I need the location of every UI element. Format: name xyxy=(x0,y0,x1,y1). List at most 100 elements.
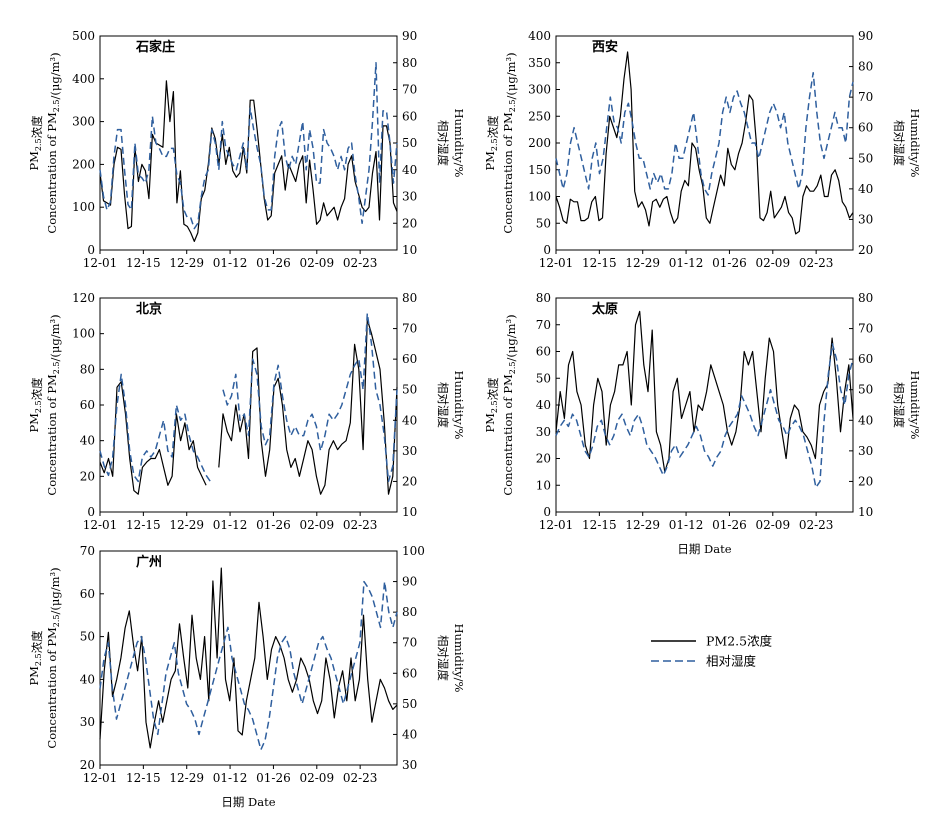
humidity-series-line xyxy=(555,343,854,489)
y2-tick-label: 40 xyxy=(402,163,417,177)
y2-axis-label-cn: 相对湿度 xyxy=(892,382,906,428)
y-tick-label: 50 xyxy=(536,371,551,385)
x-tick-label: 12-29 xyxy=(169,518,204,532)
y2-tick-label: 60 xyxy=(402,352,417,366)
y2-tick-label: 30 xyxy=(402,444,417,458)
y-axis-label-en: Concentration of PM2.5/(μg/m³) xyxy=(501,52,518,233)
y2-tick-label: 10 xyxy=(402,243,417,257)
x-tick-label: 12-01 xyxy=(539,256,574,270)
x-tick-label: 01-12 xyxy=(213,518,248,532)
y-tick-label: 350 xyxy=(528,56,551,70)
y-tick-label: 100 xyxy=(528,190,551,204)
city-title: 广州 xyxy=(136,554,162,570)
y2-tick-label: 20 xyxy=(402,474,417,488)
y2-tick-label: 60 xyxy=(402,666,417,680)
y2-axis-label-en: Humidity/% xyxy=(908,371,922,440)
y2-tick-label: 70 xyxy=(858,322,873,336)
y2-axis-label-cn: 相对湿度 xyxy=(892,120,906,166)
y2-tick-label: 50 xyxy=(858,151,873,165)
y-tick-label: 300 xyxy=(72,115,95,129)
y2-tick-label: 80 xyxy=(402,56,417,70)
x-tick-label: 12-29 xyxy=(625,518,660,532)
y2-tick-label: 90 xyxy=(858,29,873,43)
humidity-series-line xyxy=(99,62,398,230)
y2-tick-label: 100 xyxy=(402,544,425,558)
y2-tick-label: 30 xyxy=(858,212,873,226)
y-tick-label: 60 xyxy=(80,587,95,601)
y-tick-label: 80 xyxy=(536,291,551,305)
y2-axis-label-en: Humidity/% xyxy=(908,109,922,178)
y2-tick-label: 60 xyxy=(858,121,873,135)
y-tick-label: 0 xyxy=(87,505,95,519)
y-tick-label: 70 xyxy=(80,544,95,558)
y-axis-label-en: Concentration of PM2.5/(μg/m³) xyxy=(45,52,62,233)
y2-tick-label: 30 xyxy=(858,444,873,458)
city-title: 石家庄 xyxy=(135,39,175,55)
y-tick-label: 100 xyxy=(72,327,95,341)
city-title: 西安 xyxy=(592,39,618,55)
legend: PM2.5浓度 相对湿度 xyxy=(651,634,773,669)
x-tick-label: 12-15 xyxy=(582,518,617,532)
x-tick-label: 02-09 xyxy=(299,771,334,785)
y2-axis-label-en: Humidity/% xyxy=(452,371,466,440)
plot-frame xyxy=(99,550,398,766)
x-tick-label: 02-09 xyxy=(299,518,334,532)
x-tick-label: 01-26 xyxy=(256,256,291,270)
y2-tick-label: 70 xyxy=(402,322,417,336)
x-axis-label: 日期 Date xyxy=(677,542,731,556)
y2-tick-label: 10 xyxy=(858,505,873,519)
y2-tick-label: 80 xyxy=(402,605,417,619)
y-tick-label: 0 xyxy=(543,243,551,257)
plot-frame xyxy=(555,297,854,513)
humidity-series-line xyxy=(555,71,854,196)
y-tick-label: 30 xyxy=(80,715,95,729)
x-tick-label: 01-12 xyxy=(213,256,248,270)
x-tick-label: 02-09 xyxy=(755,518,790,532)
x-tick-label: 12-29 xyxy=(625,256,660,270)
y2-tick-label: 60 xyxy=(402,109,417,123)
y-tick-label: 40 xyxy=(80,672,95,686)
x-tick-label: 12-15 xyxy=(126,771,161,785)
y-axis-label-cn: PM2.5浓度 xyxy=(27,115,44,171)
y2-axis-label-cn: 相对湿度 xyxy=(436,635,450,681)
y-tick-label: 100 xyxy=(72,200,95,214)
y-axis-label-cn: PM2.5浓度 xyxy=(483,115,500,171)
x-tick-label: 01-12 xyxy=(669,518,704,532)
y-tick-label: 30 xyxy=(536,425,551,439)
legend-pm-label: PM2.5浓度 xyxy=(706,634,773,649)
x-tick-label: 01-26 xyxy=(256,518,291,532)
x-tick-label: 02-23 xyxy=(799,256,834,270)
x-tick-label: 12-01 xyxy=(83,771,118,785)
y2-tick-label: 80 xyxy=(858,60,873,74)
y-tick-label: 20 xyxy=(536,452,551,466)
y2-tick-label: 40 xyxy=(402,727,417,741)
y2-tick-label: 80 xyxy=(858,291,873,305)
y-axis-label-en: Concentration of PM2.5/(μg/m³) xyxy=(501,314,518,495)
x-tick-label: 12-29 xyxy=(169,256,204,270)
chart-panel-1: 0 100 200 300 400 500 10 20 30 40 50 60 70 80 90 12-01 1… xyxy=(27,29,466,270)
y2-tick-label: 40 xyxy=(402,413,417,427)
y2-tick-label: 20 xyxy=(858,474,873,488)
y-tick-label: 250 xyxy=(528,109,551,123)
y2-axis-label-en: Humidity/% xyxy=(452,109,466,178)
pm25-series-line xyxy=(99,567,398,749)
y2-axis-label-cn: 相对湿度 xyxy=(436,120,450,166)
y-tick-label: 20 xyxy=(80,758,95,772)
y-tick-label: 400 xyxy=(528,29,551,43)
y-tick-label: 80 xyxy=(80,362,95,376)
y2-tick-label: 50 xyxy=(402,697,417,711)
x-tick-label: 02-09 xyxy=(299,256,334,270)
x-tick-label: 01-12 xyxy=(669,256,704,270)
humidity-series-line xyxy=(99,312,398,483)
y2-tick-label: 80 xyxy=(402,291,417,305)
y-axis-label-en: Concentration of PM2.5/(μg/m³) xyxy=(45,314,62,495)
pm25-series-line xyxy=(99,318,398,495)
x-tick-label: 12-29 xyxy=(169,771,204,785)
y2-tick-label: 70 xyxy=(858,90,873,104)
y-tick-label: 500 xyxy=(72,29,95,43)
y-axis-label-cn: PM2.5浓度 xyxy=(483,377,500,433)
chart-panel-2: 0 50 100 150 200 250 300 350 400 20 30 40 50 60 70 80 90… xyxy=(483,29,922,270)
y-tick-label: 300 xyxy=(528,83,551,97)
humidity-series-line xyxy=(99,580,398,751)
